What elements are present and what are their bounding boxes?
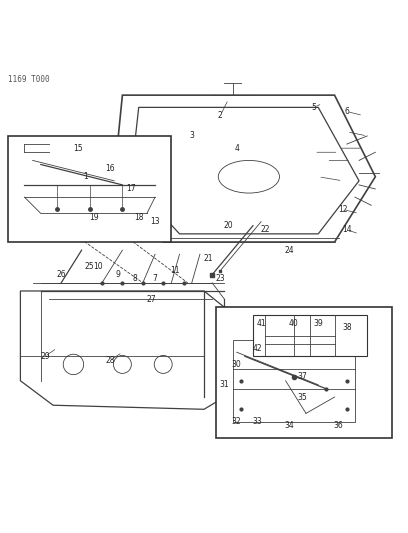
Text: 6: 6	[344, 107, 349, 116]
Text: 24: 24	[285, 246, 295, 255]
Text: 15: 15	[73, 144, 82, 152]
Text: 2: 2	[218, 111, 223, 120]
Text: 39: 39	[313, 319, 323, 328]
Text: 1169 T000: 1169 T000	[8, 75, 50, 84]
Bar	[8, 136, 171, 242]
Text: 14: 14	[342, 225, 352, 235]
Text: 32: 32	[232, 417, 242, 426]
Text: 4: 4	[234, 144, 239, 152]
Text: 11: 11	[171, 266, 180, 275]
Bar	[216, 308, 392, 438]
Bar	[233, 340, 355, 422]
Text: 30: 30	[232, 360, 242, 369]
Text: 31: 31	[220, 381, 229, 389]
Text: 5: 5	[312, 103, 317, 112]
Text: 27: 27	[146, 295, 156, 304]
Text: 42: 42	[252, 344, 262, 353]
Text: 7: 7	[153, 274, 157, 283]
Text: 37: 37	[297, 372, 307, 381]
Text: 41: 41	[256, 319, 266, 328]
Text: 28: 28	[105, 356, 115, 365]
Text: 23: 23	[215, 274, 225, 283]
Text: 20: 20	[224, 221, 233, 230]
Text: 26: 26	[56, 270, 66, 279]
Text: 8: 8	[132, 274, 137, 283]
Text: 18: 18	[134, 213, 144, 222]
Bar	[253, 316, 367, 356]
Text: 29: 29	[40, 352, 50, 361]
Text: 17: 17	[126, 184, 135, 193]
Text: 19: 19	[89, 213, 99, 222]
Text: 10: 10	[93, 262, 103, 271]
Text: 21: 21	[203, 254, 213, 263]
Text: 36: 36	[334, 421, 344, 430]
Text: 34: 34	[285, 421, 295, 430]
Text: 33: 33	[252, 417, 262, 426]
Text: 12: 12	[338, 205, 348, 214]
Text: 25: 25	[85, 262, 95, 271]
Text: 1: 1	[83, 172, 88, 181]
Text: 9: 9	[116, 270, 121, 279]
Text: 3: 3	[189, 132, 194, 140]
Text: 38: 38	[342, 323, 352, 332]
Text: 22: 22	[260, 225, 270, 235]
Text: 13: 13	[150, 217, 160, 226]
Text: 40: 40	[289, 319, 299, 328]
Text: 16: 16	[105, 164, 115, 173]
Text: 35: 35	[297, 393, 307, 401]
